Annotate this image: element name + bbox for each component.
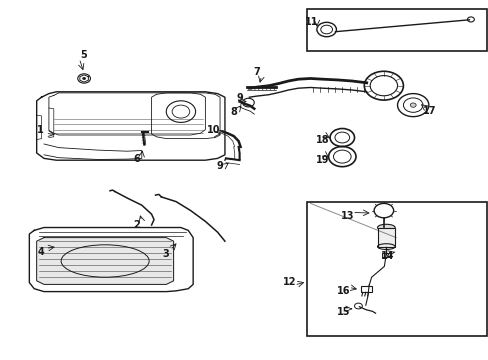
Text: 5: 5 bbox=[81, 50, 87, 60]
Text: 19: 19 bbox=[315, 155, 329, 165]
Bar bbox=[360, 286, 371, 292]
Bar bbox=[306, 202, 486, 336]
Text: 2: 2 bbox=[133, 220, 140, 230]
Bar bbox=[382, 253, 389, 257]
Text: 9: 9 bbox=[216, 161, 223, 171]
Text: 13: 13 bbox=[340, 211, 353, 221]
Circle shape bbox=[82, 77, 85, 80]
Text: 1: 1 bbox=[37, 125, 44, 135]
Text: 7: 7 bbox=[253, 67, 260, 77]
Text: 15: 15 bbox=[336, 307, 350, 318]
Text: 4: 4 bbox=[37, 247, 44, 257]
Bar bbox=[377, 228, 394, 247]
Text: 11: 11 bbox=[305, 17, 318, 27]
Text: 6: 6 bbox=[133, 154, 140, 164]
Polygon shape bbox=[37, 238, 173, 284]
Text: 16: 16 bbox=[336, 286, 350, 296]
Text: 9: 9 bbox=[236, 93, 243, 103]
Text: 10: 10 bbox=[207, 125, 221, 135]
Bar bbox=[306, 9, 486, 51]
Circle shape bbox=[409, 103, 415, 107]
Text: 14: 14 bbox=[380, 251, 393, 261]
Text: 18: 18 bbox=[315, 135, 329, 145]
Text: 8: 8 bbox=[230, 107, 237, 117]
Text: 12: 12 bbox=[282, 276, 296, 287]
Ellipse shape bbox=[377, 224, 394, 231]
Text: 3: 3 bbox=[162, 249, 168, 259]
Text: 17: 17 bbox=[422, 105, 435, 116]
